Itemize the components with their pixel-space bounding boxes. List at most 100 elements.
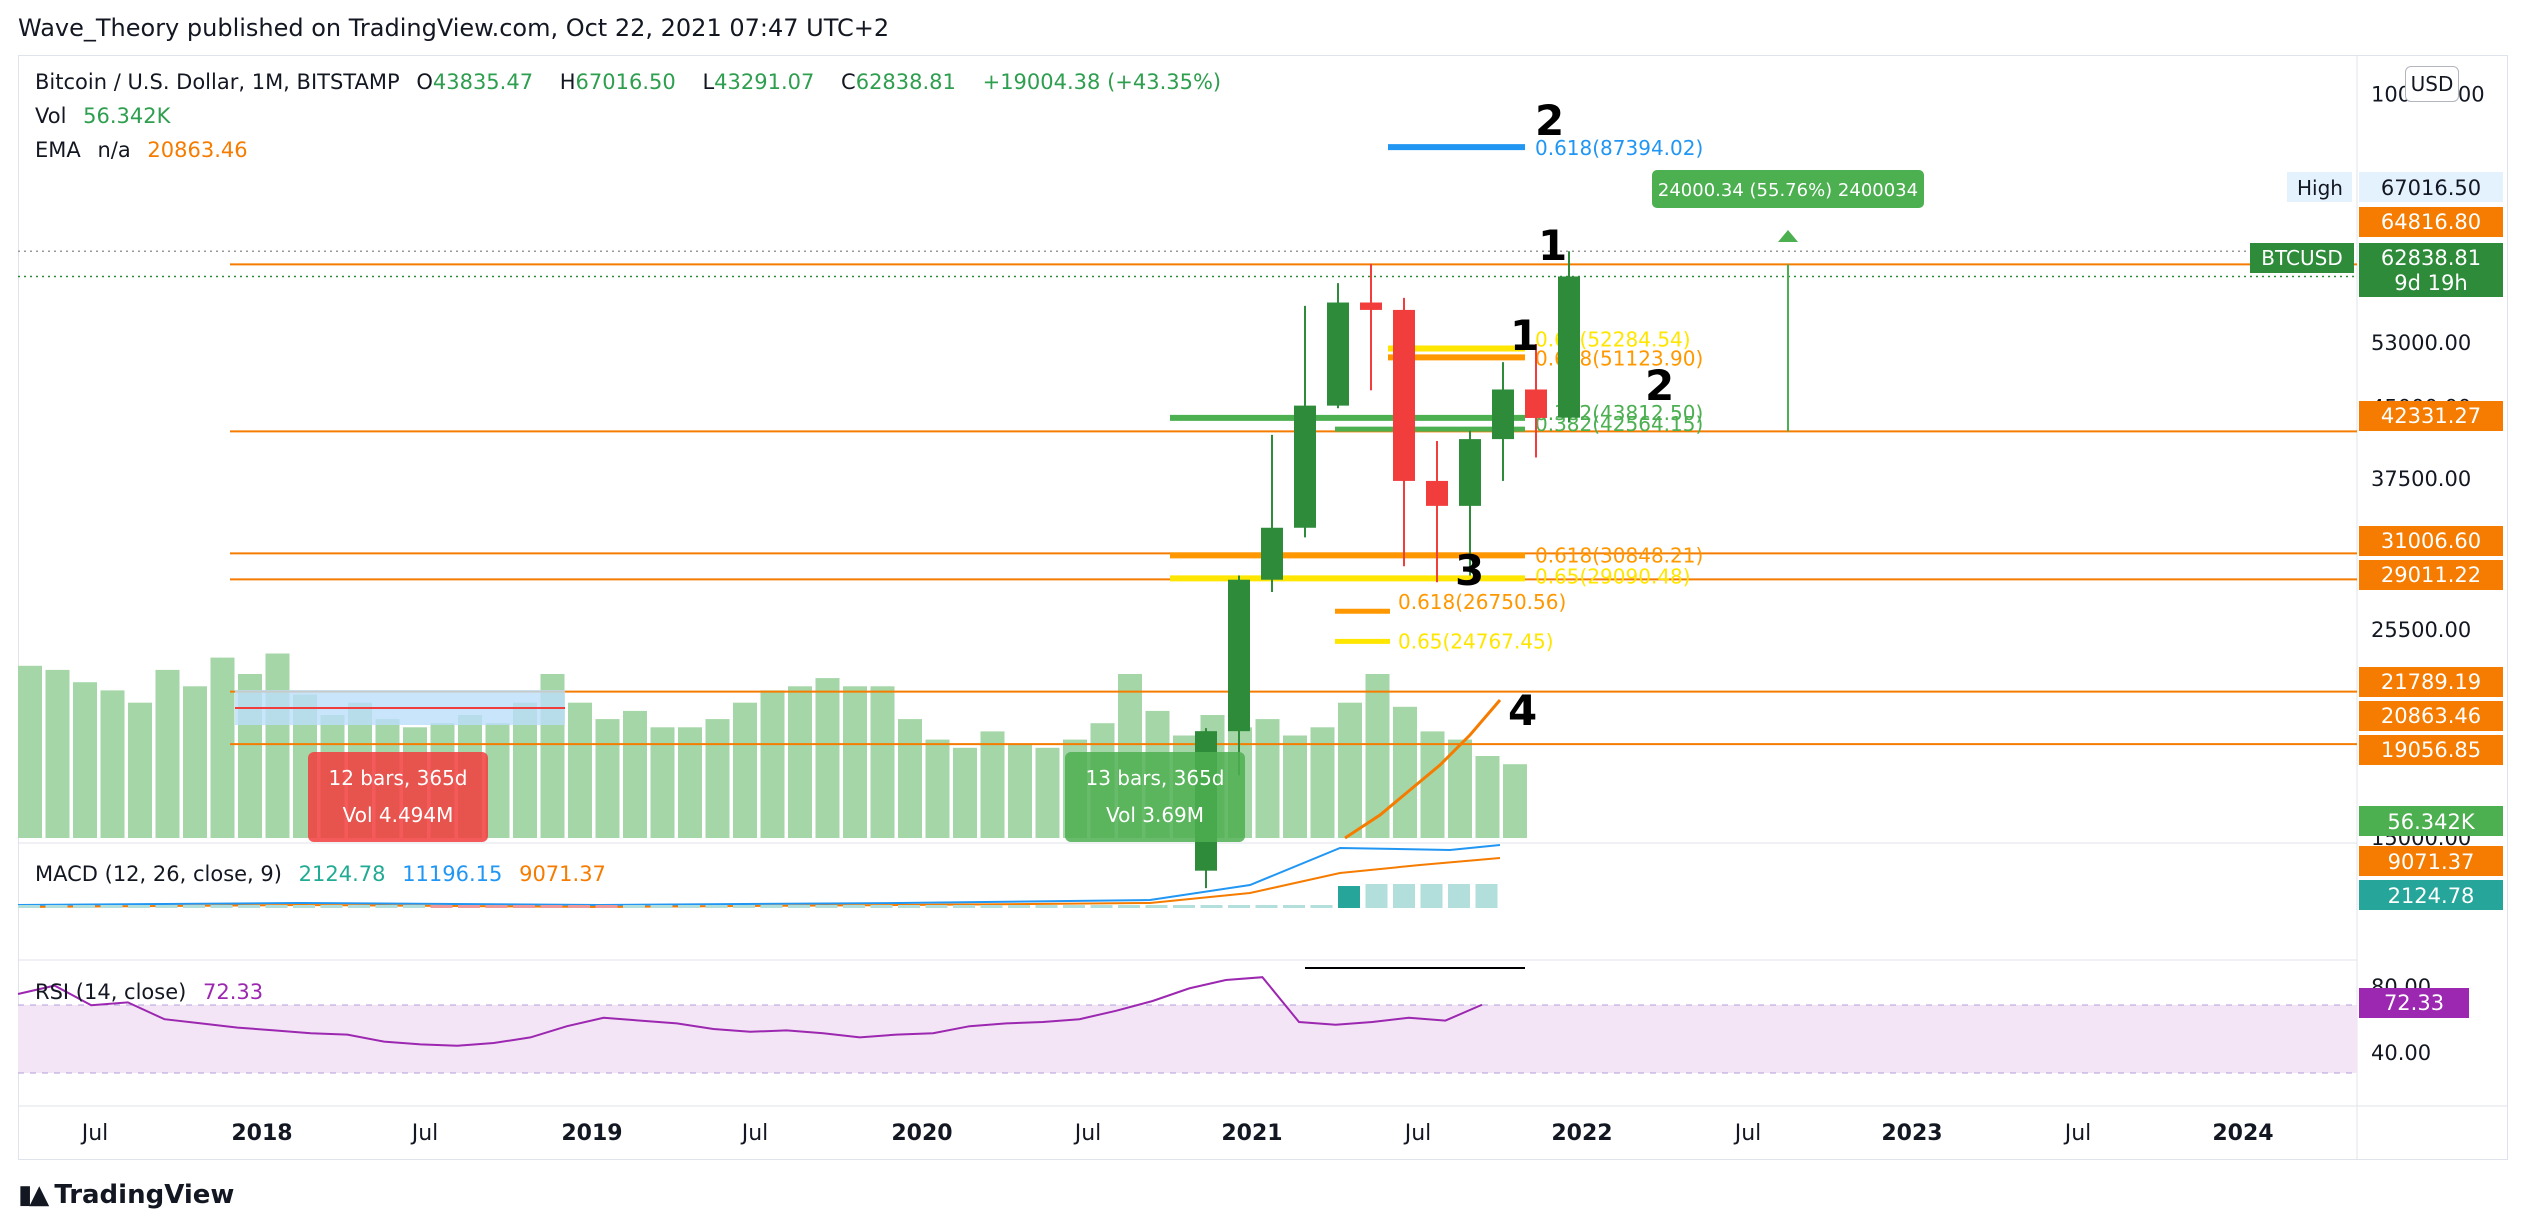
macd-histogram-bar xyxy=(430,905,453,908)
fib-label: 0.65(29090.48) xyxy=(1535,564,1691,588)
volume-bar xyxy=(870,686,895,838)
volume-bar xyxy=(898,719,922,838)
range-box-2-vol: Vol 3.69M xyxy=(1106,803,1204,827)
tradingview-logo[interactable]: ▮▲ TradingView xyxy=(18,1180,234,1210)
macd-histogram-bar xyxy=(980,905,1003,908)
x-tick-label: Jul xyxy=(2063,1121,2092,1146)
legend-macd-signal: 9071.37 xyxy=(519,862,606,886)
macd-histogram-bar xyxy=(513,905,535,908)
macd-histogram-bar xyxy=(348,905,370,908)
volume-bar xyxy=(1448,739,1472,838)
macd-histogram-bar xyxy=(73,905,95,908)
ema-line xyxy=(1344,699,1502,840)
macd-histogram-bar xyxy=(815,905,838,908)
volume-tag xyxy=(2359,806,2503,836)
x-tick-label: 2020 xyxy=(891,1121,952,1146)
price-tag xyxy=(2359,560,2503,590)
rsi-tick-label: 40.00 xyxy=(2371,1041,2431,1065)
legend-vol-label: Vol xyxy=(35,104,67,128)
measure-label-box xyxy=(1652,170,1924,208)
volume-bar xyxy=(1255,719,1280,838)
price-tag xyxy=(2359,243,2503,297)
symbol-tag xyxy=(2250,243,2354,273)
x-tick-label: 2021 xyxy=(1221,1121,1282,1146)
volume-bar xyxy=(73,682,97,838)
macd-histogram-bar xyxy=(898,905,920,908)
candle-body xyxy=(1492,389,1514,440)
fib-label: 0.618(87394.02) xyxy=(1535,136,1703,160)
macd-histogram-bar xyxy=(1228,905,1250,908)
price-tag xyxy=(2359,526,2503,556)
macd-histogram-bar xyxy=(733,905,755,908)
macd-histogram-bar xyxy=(1283,905,1305,908)
legend-macd: MACD (12, 26, close, 9) 2124.78 11196.15… xyxy=(35,862,616,886)
legend-macd-label: MACD (12, 26, close, 9) xyxy=(35,862,282,886)
candle-body xyxy=(1360,302,1382,310)
volume-bar xyxy=(183,686,207,838)
wave-annotation: 1 xyxy=(1538,221,1567,270)
legend-change: +19004.38 (+43.35%) xyxy=(982,70,1222,94)
candle-body xyxy=(1459,439,1481,506)
macd-histogram-bar xyxy=(540,905,563,908)
x-tick-label: Jul xyxy=(1403,1121,1432,1146)
high-value-box xyxy=(2359,172,2503,202)
volume-bar xyxy=(980,731,1005,838)
countdown-label: 9d 19h xyxy=(2394,271,2467,295)
legend-ema: EMA n/a 20863.46 xyxy=(35,138,258,162)
macd-histogram-bar xyxy=(1200,905,1223,908)
range-box-1-vol: Vol 4.494M xyxy=(343,803,454,827)
macd-histogram-bar xyxy=(1448,884,1470,908)
macd-line xyxy=(17,844,1501,907)
legend-symbol: Bitcoin / U.S. Dollar, 1M, BITSTAMP xyxy=(35,70,400,94)
candle-body xyxy=(1327,302,1349,406)
legend-l-value: 43291.07 xyxy=(714,70,815,94)
macd-histogram-bar xyxy=(623,905,645,908)
volume-bar xyxy=(595,719,620,838)
macd-histogram-bar xyxy=(1118,905,1140,908)
macd-histogram-bar xyxy=(568,905,590,908)
volume-bar xyxy=(925,739,950,838)
chart-frame[interactable] xyxy=(18,55,2508,1160)
high-tag-label: High xyxy=(2297,176,2343,200)
fib-label: 0.618(26750.56) xyxy=(1398,590,1566,614)
macd-histogram-bar xyxy=(1173,905,1195,908)
rsi-tag-label: 72.33 xyxy=(2384,991,2444,1015)
macd-histogram-bar xyxy=(1035,905,1058,908)
macd-histogram-bar xyxy=(128,905,150,908)
x-tick-label: Jul xyxy=(410,1121,439,1146)
volume-tag-label: 56.342K xyxy=(2387,810,2475,834)
macd-signal-tag xyxy=(2359,846,2503,876)
macd-histogram-bar xyxy=(458,905,480,908)
macd-histogram-bar xyxy=(1008,905,1030,908)
legend-ohlc: Bitcoin / U.S. Dollar, 1M, BITSTAMP O438… xyxy=(35,70,1231,94)
legend-c-value: 62838.81 xyxy=(855,70,956,94)
range-box-2 xyxy=(1065,752,1245,842)
macd-histogram-bar xyxy=(678,905,700,908)
rsi-band xyxy=(18,1005,2357,1073)
volume-bar xyxy=(1338,702,1362,838)
candle-body xyxy=(1558,276,1580,418)
volume-bar xyxy=(843,686,867,838)
macd-histogram-bar xyxy=(760,905,783,908)
volume-bar xyxy=(815,678,840,838)
volume-bar xyxy=(733,702,757,838)
currency-button[interactable]: USD xyxy=(2405,66,2459,102)
volume-bar xyxy=(1475,756,1500,838)
macd-histogram-bar xyxy=(870,905,893,908)
legend-rsi-label: RSI (14, close) xyxy=(35,980,187,1004)
high-tag xyxy=(2287,172,2352,202)
volume-bar xyxy=(265,653,290,838)
macd-histogram-bar xyxy=(210,905,233,908)
publisher-line: Wave_Theory published on TradingView.com… xyxy=(18,14,890,42)
wave-annotation: 3 xyxy=(1455,546,1484,595)
x-tick-label: Jul xyxy=(80,1121,109,1146)
volume-bar xyxy=(760,690,785,838)
measure-arrow-head xyxy=(1778,230,1798,242)
y-tick-label: 37500.00 xyxy=(2371,467,2471,491)
macd-histogram-bar xyxy=(788,905,810,908)
macd-histogram-bar xyxy=(18,905,40,908)
volume-bar xyxy=(210,657,235,838)
volume-bar xyxy=(678,727,702,838)
legend-rsi: RSI (14, close) 72.33 xyxy=(35,980,273,1004)
